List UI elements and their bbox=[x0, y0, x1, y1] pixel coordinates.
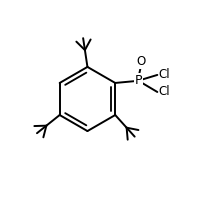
Text: Cl: Cl bbox=[158, 68, 170, 81]
Text: Cl: Cl bbox=[158, 85, 170, 98]
Text: O: O bbox=[137, 55, 146, 68]
Text: P: P bbox=[134, 74, 142, 88]
